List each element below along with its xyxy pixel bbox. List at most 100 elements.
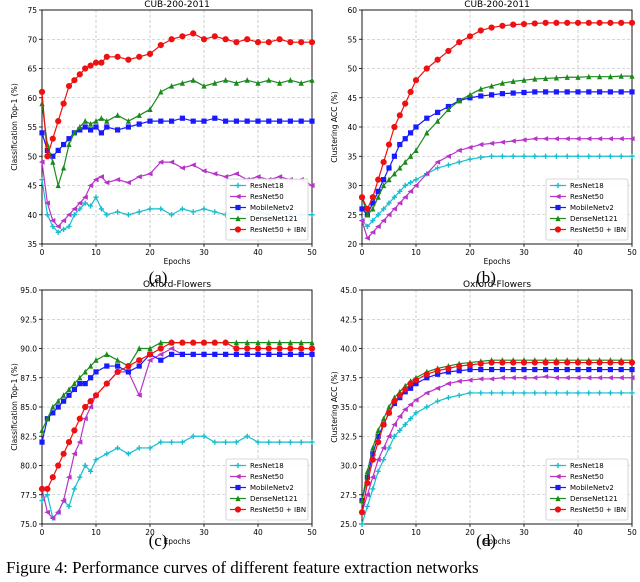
- data-point: [396, 413, 403, 419]
- data-point: [55, 118, 62, 125]
- data-point: [402, 421, 408, 428]
- y-tick-label: 20: [347, 240, 357, 249]
- data-point: [375, 194, 381, 200]
- data-point: [477, 376, 484, 382]
- data-point: [168, 345, 175, 352]
- data-point: [521, 89, 527, 96]
- data-point: [386, 165, 392, 171]
- data-point: [104, 351, 110, 357]
- data-point: [201, 351, 207, 357]
- data-point: [44, 212, 50, 218]
- data-point: [61, 141, 67, 148]
- y-tick-label: 37.5: [340, 374, 357, 383]
- data-point: [136, 53, 143, 60]
- data-point: [255, 118, 261, 124]
- data-point: [104, 451, 110, 457]
- legend-label: MobileNetv2: [570, 484, 614, 492]
- data-point: [179, 351, 185, 357]
- data-point: [445, 395, 451, 401]
- data-point: [370, 486, 376, 492]
- data-point: [359, 206, 365, 212]
- data-point: [521, 77, 527, 83]
- legend-label: DenseNet121: [250, 215, 298, 223]
- data-point: [412, 182, 419, 189]
- data-point: [212, 80, 218, 86]
- y-tick-label: 32.5: [340, 432, 357, 441]
- data-point: [298, 345, 305, 352]
- data-point: [77, 127, 83, 133]
- legend-swatch-marker: [555, 484, 561, 491]
- data-point: [71, 212, 77, 218]
- data-point: [255, 339, 261, 346]
- data-point: [380, 445, 387, 451]
- data-point: [49, 474, 56, 481]
- data-point: [50, 159, 56, 165]
- data-point: [114, 53, 121, 60]
- data-point: [65, 474, 72, 480]
- data-point: [466, 377, 473, 383]
- data-point: [607, 366, 613, 373]
- data-point: [98, 206, 104, 212]
- data-point: [521, 390, 527, 396]
- legend-swatch-marker: [555, 495, 561, 502]
- data-point: [408, 130, 414, 136]
- data-point: [585, 136, 592, 142]
- data-point: [136, 174, 142, 180]
- data-point: [168, 36, 175, 43]
- legend-swatch-marker: [234, 193, 241, 200]
- data-point: [233, 118, 239, 124]
- y-tick-label: 35: [347, 152, 357, 161]
- series-mobilenetv2: [39, 351, 315, 445]
- x-tick-label: 0: [360, 248, 365, 257]
- legend-label: ResNet50 + IBN: [570, 226, 626, 234]
- x-tick-label: 20: [465, 528, 475, 537]
- data-point: [146, 357, 153, 363]
- data-point: [61, 398, 67, 404]
- data-point: [114, 177, 121, 183]
- legend-box: [545, 178, 629, 241]
- legend-label: DenseNet121: [570, 215, 618, 223]
- data-point: [396, 200, 403, 206]
- y-tick-label: 30: [347, 182, 357, 191]
- data-point: [71, 129, 77, 136]
- y-tick-label: 75.0: [20, 520, 37, 529]
- data-point: [147, 445, 153, 451]
- data-point: [93, 194, 99, 200]
- legend-box: [225, 178, 309, 241]
- data-point: [266, 77, 272, 83]
- data-point: [157, 159, 164, 165]
- data-point: [499, 153, 505, 159]
- legend-label: ResNet50 + IBN: [250, 506, 306, 514]
- x-tick-label: 20: [465, 248, 475, 257]
- data-point: [423, 371, 430, 378]
- data-point: [391, 170, 397, 177]
- data-point: [147, 106, 153, 113]
- data-point: [543, 153, 549, 159]
- x-tick-label: 50: [627, 248, 637, 257]
- data-point: [564, 136, 570, 142]
- data-point: [586, 89, 592, 95]
- data-point: [531, 375, 538, 381]
- subfigure-label-b: (b): [476, 268, 496, 287]
- data-point: [61, 392, 67, 398]
- data-point: [233, 345, 240, 352]
- data-point: [211, 339, 218, 346]
- data-point: [39, 427, 45, 433]
- data-point: [466, 144, 473, 151]
- legend-swatch-marker: [555, 215, 561, 222]
- data-point: [435, 118, 441, 124]
- data-point: [375, 427, 381, 433]
- data-point: [168, 159, 175, 165]
- data-point: [358, 218, 365, 224]
- series-resnet18: [359, 153, 635, 230]
- subfigure-label-d: (d): [476, 531, 496, 550]
- data-point: [298, 39, 305, 46]
- legend-swatch-marker: [234, 473, 241, 480]
- data-point: [364, 223, 370, 230]
- data-point: [618, 19, 625, 26]
- legend-swatch-marker: [235, 484, 241, 491]
- data-point: [308, 345, 316, 352]
- data-point: [179, 33, 186, 40]
- data-point: [445, 153, 451, 159]
- series-line: [41, 32, 312, 157]
